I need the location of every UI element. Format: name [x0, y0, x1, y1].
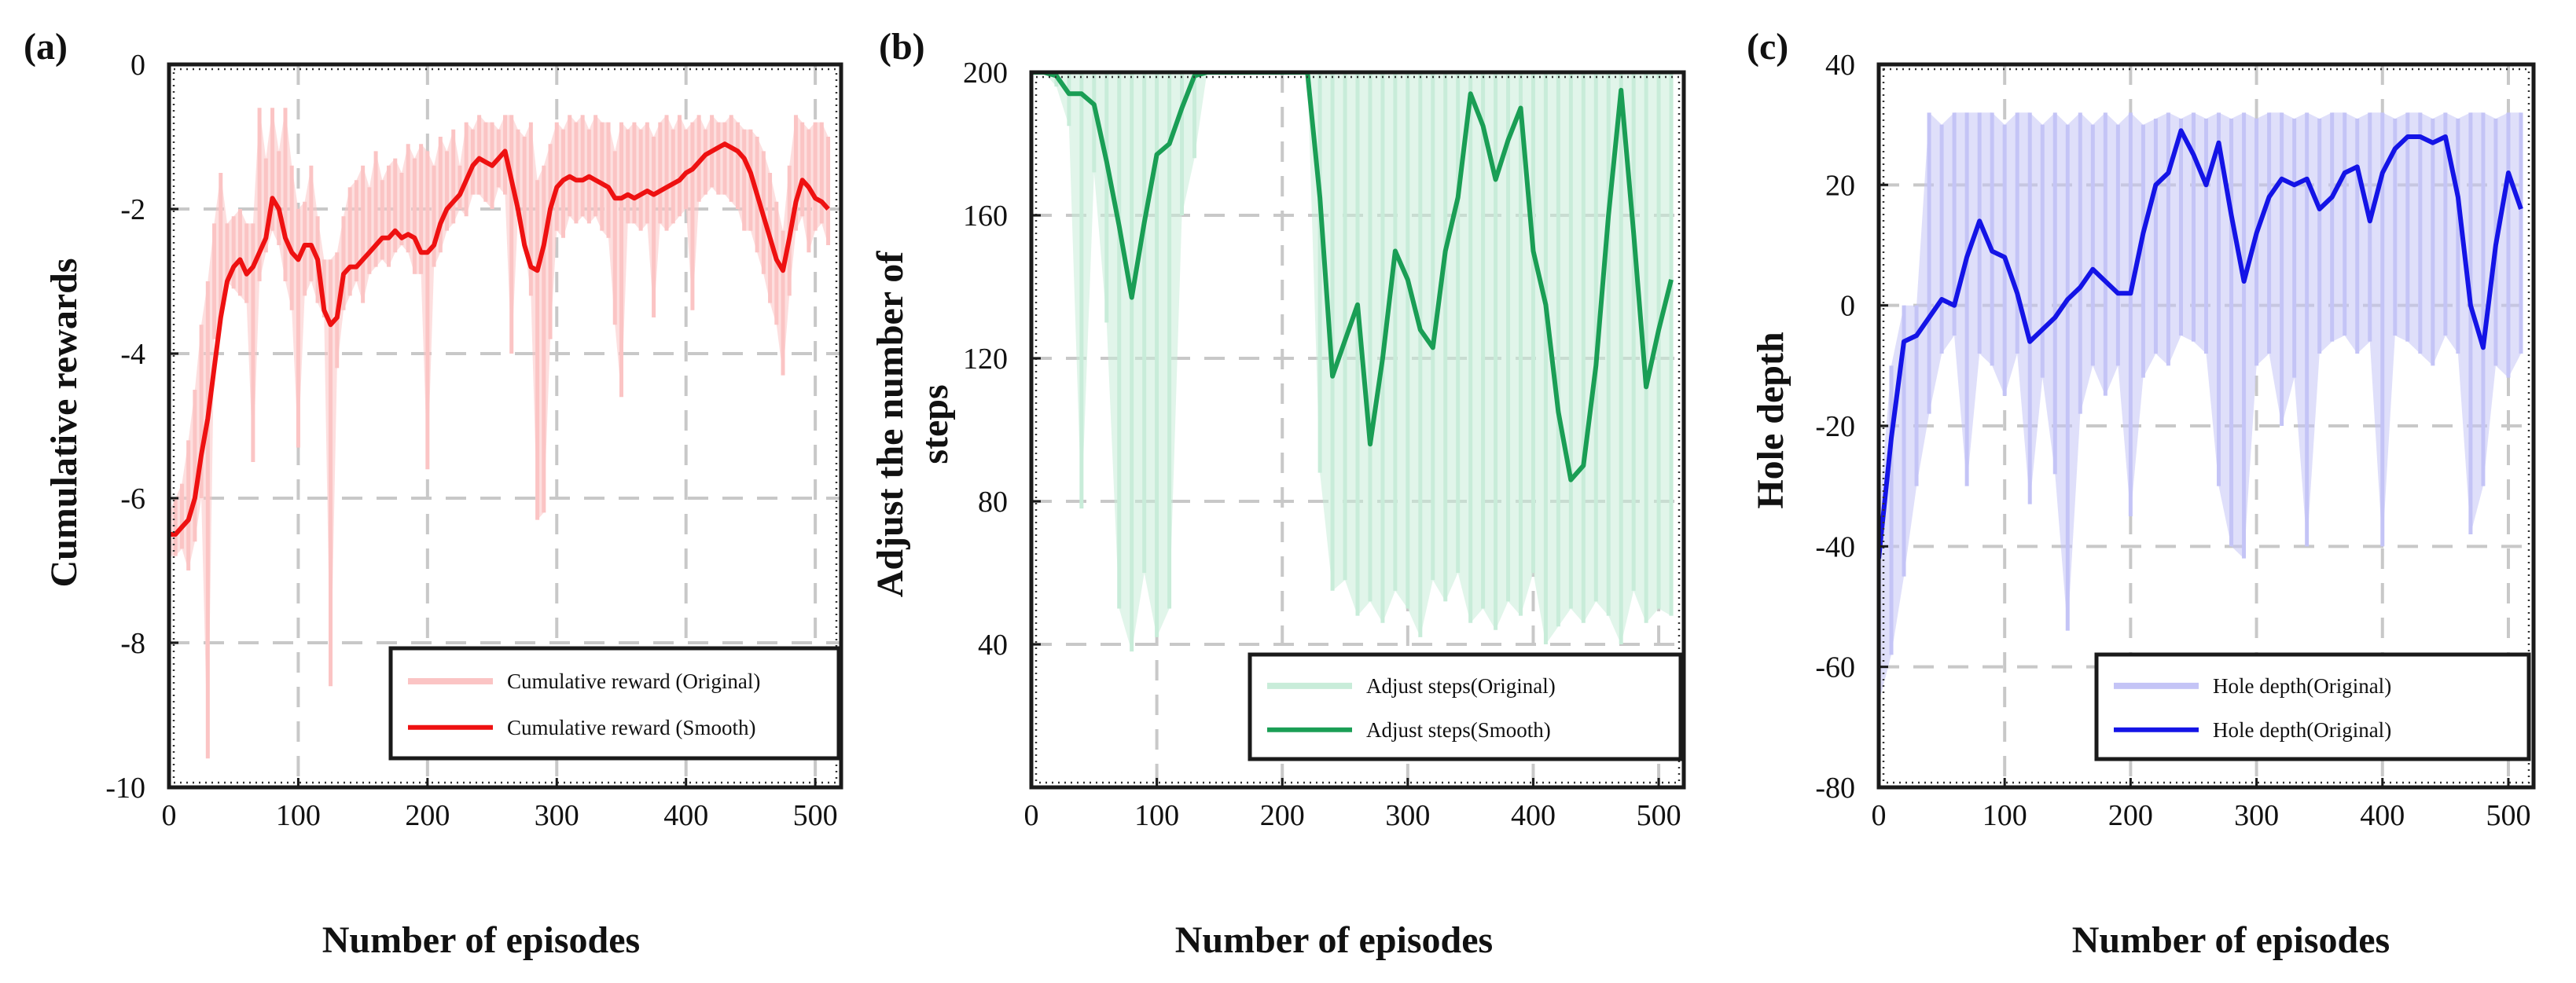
legend-c: Hole depth(Original) Hole depth(Original): [2094, 652, 2531, 761]
x-axis-label-b: Number of episodes: [1175, 919, 1493, 961]
x-axis-label-c: Number of episodes: [2072, 919, 2390, 961]
y-tick-label: 200: [963, 57, 1008, 90]
y-tick-label: 80: [978, 486, 1008, 519]
series-smooth-line: [169, 141, 830, 537]
series-group-b: [1031, 72, 1674, 652]
series-original-band: [1879, 112, 2521, 703]
y-axis-label-b-line2: steps: [914, 384, 956, 464]
ticks-c: 0 100 200 300 400 500 -80 -60 -40 -20 0 20 40: [1815, 49, 2530, 832]
x-tick-label: 300: [1385, 799, 1430, 832]
series-original-band: [1031, 72, 1671, 652]
series-group-a: [169, 108, 831, 759]
plot-frame-a: [167, 62, 843, 790]
x-tick-label: 200: [405, 799, 450, 832]
legend-b: Adjust steps(Original) Adjust steps(Smoot…: [1248, 652, 1683, 761]
x-tick-label: 400: [663, 799, 708, 832]
y-tick-label: 40: [1825, 49, 1855, 82]
x-tick-label: 400: [2360, 799, 2405, 832]
x-tick-label: 300: [2234, 799, 2279, 832]
y-tick-label: -10: [105, 772, 145, 805]
x-tick-label: 500: [2486, 799, 2530, 832]
y-axis-label-a: Cumulative rewards: [43, 258, 85, 587]
y-tick-label: 0: [1840, 290, 1855, 323]
y-tick-label: -2: [120, 193, 145, 226]
plot-frame-b: [1029, 70, 1686, 790]
y-tick-label: 120: [963, 343, 1008, 376]
x-tick-label: 0: [162, 799, 177, 832]
series-original-spikes: [1879, 112, 2523, 703]
y-tick-label: 160: [963, 200, 1008, 233]
legend-label: Hole depth(Original): [2213, 718, 2391, 742]
x-tick-label: 100: [276, 799, 321, 832]
y-tick-label: 40: [978, 629, 1008, 662]
series-group-c: [1879, 112, 2523, 703]
y-tick-label: -6: [120, 482, 145, 515]
x-tick-label: 500: [793, 799, 838, 832]
chart-c: (c) Number of episodes Hole depth 0 100 20…: [1747, 26, 2536, 961]
plot-inner-border-b: [1034, 75, 1681, 784]
y-tick-label: 0: [130, 49, 145, 82]
ticks-a: 0 100 200 300 400 500 -10 -8 -6 -4 -2 0: [105, 49, 837, 832]
x-tick-label: 200: [2108, 799, 2153, 832]
legend-label: Adjust steps(Smooth): [1366, 718, 1551, 742]
legend-box: [1248, 652, 1683, 761]
legend-label: Hole depth(Original): [2213, 674, 2391, 698]
legend-label: Cumulative reward (Original): [507, 669, 760, 693]
legend-box: [388, 646, 841, 761]
x-tick-label: 0: [1872, 799, 1887, 832]
x-tick-label: 0: [1024, 799, 1039, 832]
y-axis-label-c: Hole depth: [1750, 332, 1791, 508]
x-tick-label: 500: [1637, 799, 1681, 832]
y-tick-label: -4: [120, 338, 145, 371]
x-tick-label: 400: [1511, 799, 1556, 832]
x-tick-label: 300: [535, 799, 579, 832]
ticks-b: 0 100 200 300 400 500 40 80 120 160 200: [963, 57, 1681, 832]
series-smooth-line: [1031, 72, 1674, 482]
series-original-spikes: [1054, 72, 1674, 652]
x-tick-label: 200: [1260, 799, 1305, 832]
x-axis-label-a: Number of episodes: [322, 919, 640, 961]
x-tick-label: 100: [1134, 799, 1179, 832]
y-tick-label: -60: [1815, 651, 1855, 684]
legend-a: Cumulative reward (Original) Cumulative r…: [388, 646, 841, 761]
panel-label-b: (b): [879, 26, 925, 68]
legend-label: Adjust steps(Original): [1366, 674, 1556, 698]
panel-label-c: (c): [1747, 26, 1788, 68]
chart-a: (a) Number of episodes Cumulative reward…: [24, 26, 843, 961]
legend-label: Cumulative reward (Smooth): [507, 716, 755, 739]
panel-label-a: (a): [24, 26, 68, 68]
chart-b: (b) Number of episodes Adjust the number…: [869, 26, 1686, 961]
series-smooth-line: [1879, 128, 2523, 559]
y-tick-label: -40: [1815, 530, 1855, 563]
y-tick-label: -80: [1815, 772, 1855, 805]
y-tick-label: 20: [1825, 169, 1855, 202]
x-tick-label: 100: [1983, 799, 2027, 832]
y-tick-label: -20: [1815, 410, 1855, 443]
series-original-band: [169, 108, 829, 759]
y-tick-label: -8: [120, 627, 145, 660]
plot-inner-border-a: [172, 68, 838, 784]
legend-box: [2094, 652, 2531, 761]
y-axis-label-b-line1: Adjust the number of: [869, 251, 911, 598]
